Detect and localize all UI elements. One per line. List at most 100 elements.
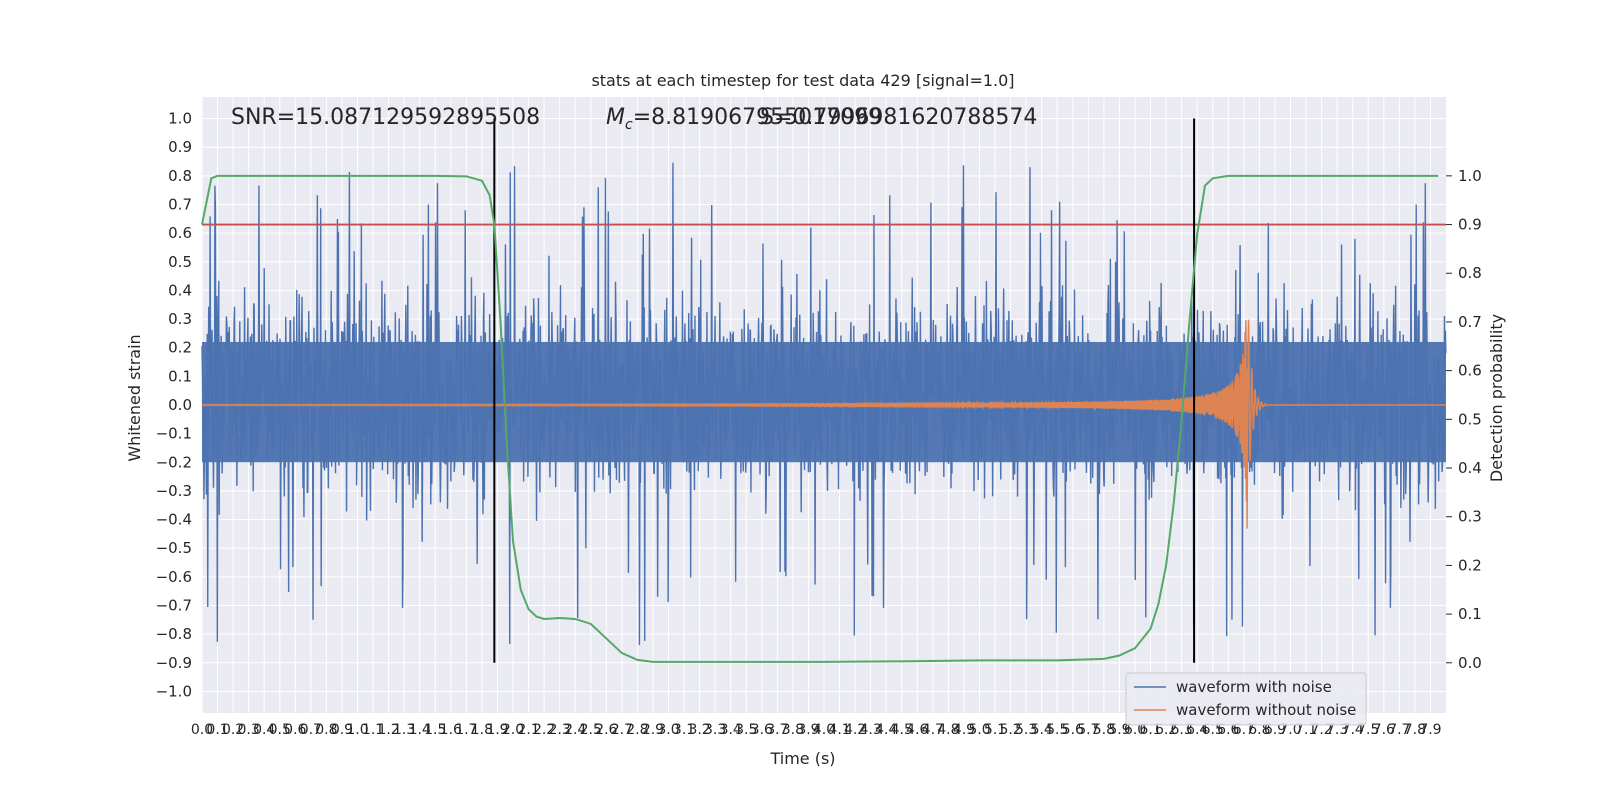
series-waveform-without-noise [201,319,1446,529]
y2-tick-label: 0.1 [1458,605,1482,623]
detection-probability-line [201,174,1439,663]
x-tick-label: 7.4 [1342,722,1364,738]
y-axis-label: Whitened strain [125,334,144,461]
x-tick-label: 2.9 [642,722,664,738]
chirp-mass-annotation: Mc=8.819067955017099 [606,105,882,133]
chart-title: stats at each timestep for test data 429… [591,71,1014,90]
y-tick-label: −0.9 [156,654,192,672]
x-tick-label: 0.5 [269,722,291,738]
y2-tick-label: 0.5 [1458,410,1482,428]
y-tick-label: −0.5 [156,539,192,557]
x-tick-label: 7.0 [1279,722,1301,738]
x-tick-label: 7.5 [1357,722,1379,738]
x-tick-label: 5.1 [984,722,1006,738]
x-tick-label: 6.5 [1202,722,1224,738]
y2-tick-label: 0.2 [1458,556,1482,574]
y-tick-label: −0.7 [156,597,192,615]
y-tick-label: 0.2 [168,339,192,357]
x-tick-label: 2.7 [611,722,633,738]
x-tick-label: 7.2 [1310,722,1332,738]
x-tick-label: 5.6 [1062,722,1084,738]
y-axis-left-ticks: −1.0 −0.9 −0.8 −0.7 −0.6 −0.5 −0.4 −0.3 −0.2 −0.1… [156,110,192,701]
x-tick-label: 0.7 [300,722,322,738]
x-tick-label: 6.8 [1248,722,1270,738]
legend-box [1125,672,1367,726]
x-tick-label: 2.4 [564,722,586,738]
snr-annotation: SNR=15.087129592895508 [231,105,540,130]
x-tick-label: 5.0 [968,722,990,738]
x-tick-label: 4.5 [891,722,913,738]
x-tick-label: 3.6 [751,722,773,738]
legend-label-clean: waveform without noise [1176,701,1356,719]
x-tick-label: 3.4 [720,722,742,738]
x-axis-ticks: 0.00.10.20.30.40.50.60.70.80.91.01.11.21… [191,722,1442,738]
x-tick-label: 3.5 [735,722,757,738]
x-tick-label: 5.2 [999,722,1021,738]
x-tick-label: 3.1 [673,722,695,738]
x-tick-label: 6.3 [1171,722,1193,738]
x-tick-label: 4.3 [860,722,882,738]
x-tick-label: 1.5 [424,722,446,738]
x-tick-label: 6.2 [1155,722,1177,738]
series-detection-probability [201,174,1439,663]
x-tick-label: 0.0 [191,722,213,738]
y-tick-label: 0.3 [168,310,192,328]
x-tick-label: 2.3 [549,722,571,738]
y2-axis-label: Detection probability [1487,314,1506,482]
x-tick-label: 5.7 [1077,722,1099,738]
x-tick-label: 1.2 [377,722,399,738]
y-tick-label: 0.0 [168,396,192,414]
x-tick-label: 2.8 [626,722,648,738]
x-tick-label: 4.6 [906,722,928,738]
x-tick-label: 1.3 [393,722,415,738]
x-tick-label: 2.5 [580,722,602,738]
x-tick-label: 6.0 [1124,722,1146,738]
x-tick-label: 4.2 [844,722,866,738]
x-tick-label: 1.8 [471,722,493,738]
clean-waveform-line [201,319,1446,529]
y-tick-label: 0.7 [168,195,192,213]
y-tick-label: 0.8 [168,167,192,185]
x-tick-label: 2.0 [502,722,524,738]
y2-tick-label: 0.3 [1458,508,1482,526]
y-tick-label: −0.8 [156,625,192,643]
x-tick-label: 7.6 [1373,722,1395,738]
x-tick-label: 0.4 [253,722,275,738]
x-tick-label: 5.5 [1046,722,1068,738]
x-tick-label: 4.9 [953,722,975,738]
x-tick-label: 7.1 [1295,722,1317,738]
x-tick-label: 4.1 [828,722,850,738]
x-tick-label: 3.2 [688,722,710,738]
x-tick-label: 2.1 [517,722,539,738]
y2-tick-label: 1.0 [1458,167,1482,185]
y-axis-right-ticks: 0.0 0.1 0.2 0.3 0.4 0.5 0.6 0.7 0.8 0.9 1.0 [1446,167,1482,672]
x-axis-label: Time (s) [769,749,835,768]
x-tick-label: 0.2 [222,722,244,738]
chirp-mass-symbol: M [606,105,625,130]
legend-label-noise: waveform with noise [1176,678,1332,696]
legend: waveform with noise waveform without noi… [1125,672,1367,726]
x-tick-label: 1.6 [440,722,462,738]
x-tick-label: 3.7 [766,722,788,738]
x-tick-label: 0.8 [315,722,337,738]
x-tick-label: 6.1 [1139,722,1161,738]
x-tick-label: 1.7 [455,722,477,738]
x-tick-label: 5.8 [1093,722,1115,738]
x-tick-label: 0.6 [284,722,306,738]
x-tick-label: 7.8 [1404,722,1426,738]
y-tick-label: 0.5 [168,253,192,271]
y-tick-label: 0.9 [168,138,192,156]
y-tick-label: −1.0 [156,682,192,700]
x-tick-label: 2.2 [533,722,555,738]
x-tick-label: 6.9 [1264,722,1286,738]
y2-tick-label: 0.9 [1458,216,1482,234]
x-tick-label: 4.8 [937,722,959,738]
x-tick-label: 1.0 [346,722,368,738]
overlap-annotation: S=0.7996981620788574 [760,105,1037,130]
x-tick-label: 1.1 [362,722,384,738]
y2-tick-label: 0.8 [1458,264,1482,282]
x-tick-label: 2.6 [595,722,617,738]
y-tick-label: 1.0 [168,110,192,128]
